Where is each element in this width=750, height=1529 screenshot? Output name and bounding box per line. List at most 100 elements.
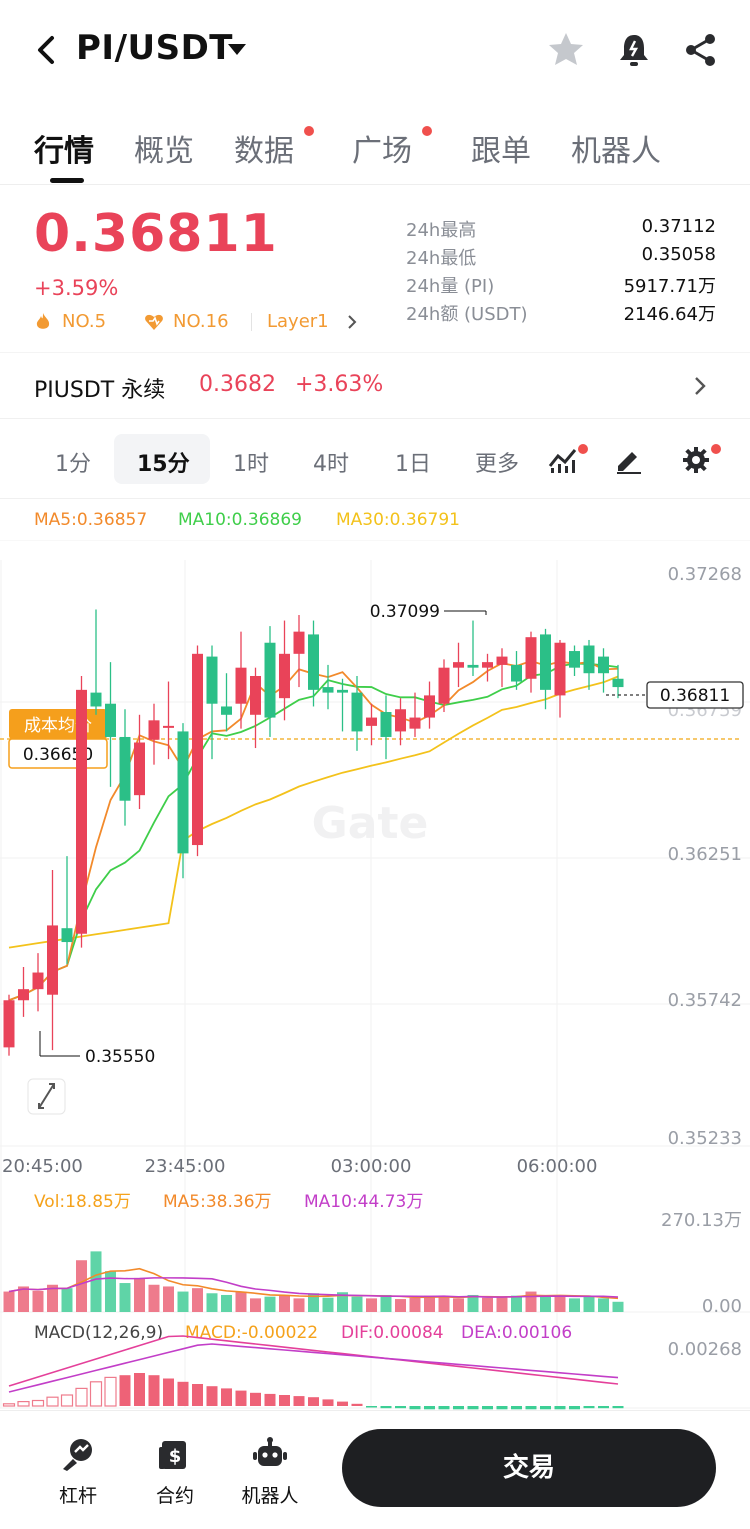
volume-bar bbox=[148, 1284, 160, 1312]
macd-histogram-bar bbox=[235, 1390, 247, 1406]
ma5-legend: MA5:0.36857 bbox=[34, 510, 148, 530]
chart-settings-gear-icon[interactable] bbox=[682, 446, 710, 474]
stat-label-turnover: 24h额 (USDT) bbox=[406, 304, 528, 325]
volume-bar bbox=[453, 1298, 464, 1312]
candle-body bbox=[192, 653, 203, 846]
pair-dropdown-caret-icon[interactable] bbox=[228, 44, 246, 55]
volume-bar bbox=[250, 1298, 261, 1312]
macd-histogram-bar bbox=[569, 1406, 580, 1410]
candle-body bbox=[337, 689, 348, 693]
tab-market[interactable]: 行情 bbox=[34, 134, 94, 169]
cost-average-label: 成本均价 bbox=[24, 716, 92, 736]
perpetual-price: 0.3682 bbox=[199, 372, 276, 397]
price-alert-bell-icon[interactable] bbox=[614, 30, 654, 70]
ma30-line bbox=[8, 675, 619, 949]
macd-histogram-bar bbox=[221, 1388, 232, 1406]
candle-body bbox=[511, 664, 522, 682]
volume-bar bbox=[3, 1291, 15, 1312]
macd-histogram-bar bbox=[395, 1406, 406, 1409]
tab-copy-trading[interactable]: 跟单 bbox=[471, 134, 531, 169]
header: PI/USDT bbox=[0, 0, 750, 100]
macd-histogram-bar bbox=[31, 1399, 45, 1407]
contract-label: 合约 bbox=[155, 1485, 194, 1507]
tab-overview[interactable]: 概览 bbox=[134, 134, 194, 169]
volume-bar bbox=[322, 1297, 334, 1312]
share-icon[interactable] bbox=[681, 30, 721, 70]
draw-tool-pencil-icon[interactable] bbox=[614, 446, 644, 474]
volume-bar bbox=[496, 1296, 508, 1312]
trade-button[interactable]: 交易 bbox=[342, 1429, 716, 1507]
macd-histogram-bar bbox=[351, 1403, 363, 1406]
robot-button[interactable]: 机器人 bbox=[230, 1437, 310, 1508]
interval-1h[interactable]: 1时 bbox=[233, 452, 269, 477]
volume-bar bbox=[540, 1296, 551, 1312]
macd-histogram-bar bbox=[46, 1396, 59, 1407]
volume-bar bbox=[134, 1277, 145, 1312]
dea-legend: DEA:0.00106 bbox=[461, 1323, 572, 1343]
watermark: Gate bbox=[312, 798, 429, 849]
expand-icon bbox=[38, 1083, 55, 1109]
interval-more[interactable]: 更多 bbox=[475, 452, 520, 477]
volume-bar bbox=[119, 1283, 131, 1312]
contract-button[interactable]: $ 合约 bbox=[135, 1437, 215, 1508]
volume-bar bbox=[192, 1288, 203, 1312]
volume-bar bbox=[90, 1251, 102, 1312]
chevron-right-icon[interactable] bbox=[344, 313, 360, 331]
kline-chart[interactable]: Gate 0.37268 0.36759 0.36251 0.35742 0.3… bbox=[0, 540, 750, 1410]
volume-bar bbox=[105, 1271, 116, 1312]
pair-title[interactable]: PI/USDT bbox=[76, 28, 233, 68]
macd-histogram-bar bbox=[409, 1406, 421, 1410]
indicators-icon[interactable] bbox=[548, 444, 582, 474]
macd-histogram-bar bbox=[250, 1392, 261, 1406]
volume-bar bbox=[221, 1294, 232, 1312]
tab-square[interactable]: 广场 bbox=[352, 134, 412, 169]
x-axis-label: 20:45:00 bbox=[2, 1156, 83, 1177]
hot-rank-tag[interactable]: NO.5 bbox=[62, 311, 107, 332]
volume-bar bbox=[467, 1294, 479, 1312]
candle-body bbox=[569, 651, 580, 668]
interval-1m[interactable]: 1分 bbox=[55, 452, 91, 477]
back-arrow-icon[interactable] bbox=[30, 30, 66, 70]
interval-divider bbox=[0, 498, 750, 499]
perpetual-name[interactable]: PIUSDT 永续 bbox=[34, 378, 166, 403]
candle-body bbox=[163, 725, 174, 728]
heart-rank-icon bbox=[145, 314, 163, 330]
candle-body bbox=[3, 1000, 15, 1048]
perpetual-chevron-right-icon[interactable] bbox=[690, 374, 710, 398]
perpetual-change: +3.63% bbox=[295, 372, 384, 397]
candle-body bbox=[380, 712, 392, 737]
macd-histogram-bar bbox=[134, 1373, 145, 1406]
candle-body bbox=[525, 637, 537, 679]
macd-histogram-bar bbox=[482, 1406, 493, 1410]
volume-y-axis-label: 270.13万 bbox=[661, 1210, 742, 1231]
interval-4h[interactable]: 4时 bbox=[313, 452, 349, 477]
volume-bar bbox=[569, 1298, 580, 1312]
candle-body bbox=[308, 634, 319, 690]
contract-icon: $ bbox=[159, 1441, 186, 1469]
tab-bots[interactable]: 机器人 bbox=[571, 134, 661, 169]
candle-body bbox=[177, 731, 189, 854]
sector-tag[interactable]: Layer1 bbox=[267, 311, 329, 332]
candle-body bbox=[612, 678, 624, 688]
y-axis-label: 0.35742 bbox=[668, 990, 742, 1011]
tab-data[interactable]: 数据 bbox=[234, 134, 294, 169]
volume-bar bbox=[18, 1286, 29, 1312]
interval-15m[interactable]: 15分 bbox=[137, 452, 190, 477]
volume-bar bbox=[76, 1260, 87, 1312]
volume-bar bbox=[32, 1290, 44, 1312]
macd-legend: MACD(12,26,9) bbox=[34, 1323, 163, 1343]
star-icon[interactable] bbox=[546, 30, 586, 70]
candle-body bbox=[467, 664, 479, 668]
candle-body bbox=[61, 928, 73, 943]
change-percent: +3.59% bbox=[34, 276, 119, 300]
candle-body bbox=[293, 631, 305, 654]
volume-bar bbox=[583, 1296, 595, 1312]
candle-body bbox=[250, 675, 261, 715]
macd-histogram-bar bbox=[148, 1375, 160, 1406]
cost-average-value: 0.36650 bbox=[23, 745, 93, 765]
interval-1d[interactable]: 1日 bbox=[395, 452, 431, 477]
volume-ma10-line bbox=[8, 1277, 619, 1298]
macd-histogram-bar bbox=[525, 1406, 537, 1410]
gainers-rank-tag[interactable]: NO.16 bbox=[173, 311, 229, 332]
leverage-button[interactable]: 杠杆 bbox=[38, 1437, 118, 1508]
